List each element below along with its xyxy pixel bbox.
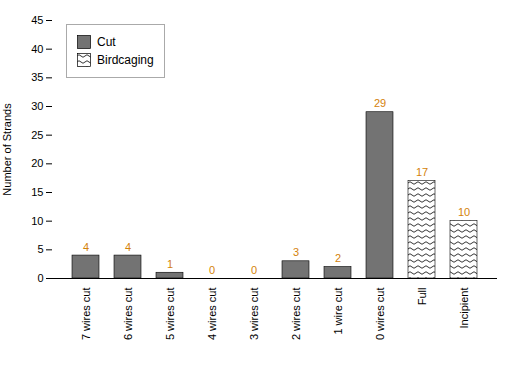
svg-text:5 wires cut: 5 wires cut [164, 288, 176, 341]
svg-text:17: 17 [416, 166, 428, 178]
svg-text:0: 0 [251, 264, 257, 276]
svg-text:30: 30 [31, 100, 43, 112]
html-text:Cut: Cut [97, 35, 116, 49]
svg-text:10: 10 [31, 215, 43, 227]
svg-text:20: 20 [31, 157, 43, 169]
svg-text:25: 25 [31, 129, 43, 141]
svg-text:10: 10 [458, 206, 470, 218]
svg-text:3 wires cut: 3 wires cut [248, 288, 260, 341]
svg-text:29: 29 [374, 97, 386, 109]
svg-text:0 wires cut: 0 wires cut [374, 288, 386, 341]
svg-text:1: 1 [167, 258, 173, 270]
svg-text:0: 0 [37, 272, 43, 284]
svg-text:15: 15 [31, 186, 43, 198]
svg-text:40: 40 [31, 43, 43, 55]
svg-text:5: 5 [37, 243, 43, 255]
svg-text:1 wire cut: 1 wire cut [332, 288, 344, 335]
svg-text:0: 0 [209, 264, 215, 276]
svg-text:3: 3 [293, 246, 299, 258]
svg-text:6 wires cut: 6 wires cut [122, 288, 134, 341]
svg-text:4: 4 [83, 241, 89, 253]
svg-text:2: 2 [335, 252, 341, 264]
svg-text:Incipient: Incipient [458, 288, 470, 329]
svg-text:4 wires cut: 4 wires cut [206, 288, 218, 341]
svg-text:Full: Full [416, 288, 428, 306]
svg-text:Number of Strands: Number of Strands [1, 103, 13, 196]
html-text:Birdcaging: Birdcaging [97, 53, 154, 67]
svg-text:45: 45 [31, 14, 43, 26]
svg-text:7 wires cut: 7 wires cut [80, 288, 92, 341]
svg-text:4: 4 [125, 241, 131, 253]
svg-text:35: 35 [31, 71, 43, 83]
svg-text:2 wires cut: 2 wires cut [290, 288, 302, 341]
